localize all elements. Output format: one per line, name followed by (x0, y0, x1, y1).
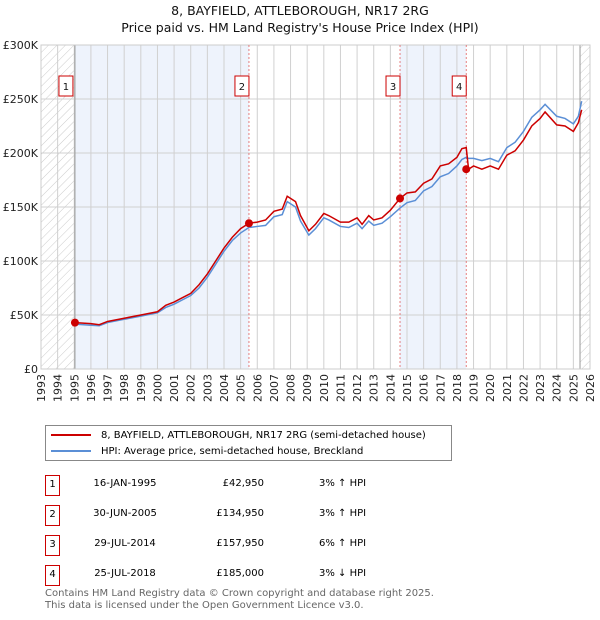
legend-label: 8, BAYFIELD, ATTLEBOROUGH, NR17 2RG (sem… (101, 429, 426, 441)
sale-marker-badge: 4 (45, 565, 60, 586)
subtitle-line: Price paid vs. HM Land Registry's House … (121, 20, 479, 35)
y-tick-label: £100K (3, 255, 39, 268)
x-tick-label: 1999 (135, 374, 148, 402)
x-tick-label: 2000 (151, 374, 164, 402)
chart-title: 8, BAYFIELD, ATTLEBOROUGH, NR17 2RG Price… (0, 2, 600, 36)
x-tick-label: 2025 (567, 374, 580, 402)
x-tick-label: 2021 (501, 374, 514, 402)
x-tick-label: 1997 (102, 374, 115, 402)
hpi-diff: 3% ↑ HPI (319, 508, 367, 519)
x-tick-label: 2015 (401, 374, 414, 402)
x-tick-label: 2013 (368, 374, 381, 402)
x-tick-label: 2008 (285, 374, 298, 402)
x-tick-label: 2020 (484, 374, 497, 402)
hpi-line (74, 100, 583, 327)
sale-point (244, 219, 253, 228)
legend-item-property: 8, BAYFIELD, ATTLEBOROUGH, NR17 2RG (sem… (51, 427, 426, 443)
price-chart: 1993 1994 1995 1996 1997 1998 1999 2000 2001 2002… (3, 39, 597, 402)
x-tick-label: 2002 (185, 374, 198, 402)
x-tick-label: 2006 (251, 374, 264, 402)
sale-marker-badge: 1 (45, 475, 60, 496)
sale-marker-badge: 3 (45, 535, 60, 556)
hpi-diff: 3% ↑ HPI (319, 478, 367, 489)
x-tick-label: 1993 (35, 374, 48, 402)
x-tick-label: 2004 (218, 374, 231, 402)
x-tick-label: 2024 (551, 374, 564, 402)
x-tick-label: 1995 (68, 374, 81, 402)
x-tick-label: 2009 (301, 374, 314, 402)
sale-marker-badge: 2 (45, 505, 60, 526)
x-tick-label: 2011 (334, 374, 347, 402)
sale-price: £42,950 (222, 478, 264, 489)
footer-line: Contains HM Land Registry data © Crown c… (45, 588, 434, 599)
sale-marker-box (451, 75, 467, 97)
y-tick-label: £150K (3, 201, 39, 214)
x-tick-label: 2003 (201, 374, 214, 402)
x-tick-label: 2022 (517, 374, 530, 402)
sale-point (396, 194, 405, 203)
x-tick-label: 2014 (384, 374, 397, 402)
sale-date: 25-JUL-2018 (94, 568, 156, 579)
sale-date: 29-JUL-2014 (94, 538, 156, 549)
x-tick-label: 1994 (52, 374, 65, 402)
x-tick-label: 2016 (418, 374, 431, 402)
x-tick-label: 2018 (451, 374, 464, 402)
sale-marker-label: 3 (390, 82, 396, 93)
sale-date: 30-JUN-2005 (93, 508, 157, 519)
hpi-diff: 6% ↑ HPI (319, 538, 367, 549)
y-tick-label: £50K (10, 309, 39, 322)
price-line (74, 109, 583, 326)
x-tick-label: 2001 (168, 374, 181, 402)
hpi-diff: 3% ↓ HPI (319, 568, 367, 579)
y-tick-label: £250K (3, 93, 39, 106)
y-tick-label: £200K (3, 147, 39, 160)
footer-line: This data is licensed under the Open Gov… (45, 600, 364, 611)
legend-item-hpi: HPI: Average price, semi-detached house,… (51, 443, 363, 459)
sale-price: £157,950 (216, 538, 264, 549)
sale-date: 16-JAN-1995 (93, 478, 157, 489)
y-tick-label: £300K (3, 39, 39, 52)
legend-label: HPI: Average price, semi-detached house,… (101, 445, 364, 457)
sale-marker-box (385, 75, 401, 97)
x-tick-label: 1996 (85, 374, 98, 402)
sale-price: £185,000 (216, 568, 264, 579)
sale-marker-label: 2 (239, 82, 245, 93)
x-tick-label: 2017 (434, 374, 447, 402)
sale-point (70, 318, 79, 327)
sale-marker-label: 4 (456, 82, 462, 93)
sale-marker-box (234, 75, 250, 97)
sale-price: £134,950 (216, 508, 264, 519)
footer: Contains HM Land Registry data © Crown c… (45, 588, 434, 612)
sale-marker-box (58, 75, 74, 97)
legend: 8, BAYFIELD, ATTLEBOROUGH, NR17 2RG (sem… (45, 425, 452, 461)
x-tick-label: 2012 (351, 374, 364, 402)
plot-frame (40, 44, 591, 370)
sale-marker-label: 1 (63, 82, 69, 93)
x-tick-label: 1998 (118, 374, 131, 402)
sale-point (462, 165, 471, 174)
x-tick-label: 2010 (318, 374, 331, 402)
title-line: 8, BAYFIELD, ATTLEBOROUGH, NR17 2RG (171, 3, 429, 18)
y-tick-label: £0 (24, 363, 38, 376)
x-tick-label: 2019 (468, 374, 481, 402)
x-tick-label: 2007 (268, 374, 281, 402)
x-tick-label: 2005 (235, 374, 248, 402)
x-tick-label: 2026 (584, 374, 597, 402)
x-tick-label: 2023 (534, 374, 547, 402)
